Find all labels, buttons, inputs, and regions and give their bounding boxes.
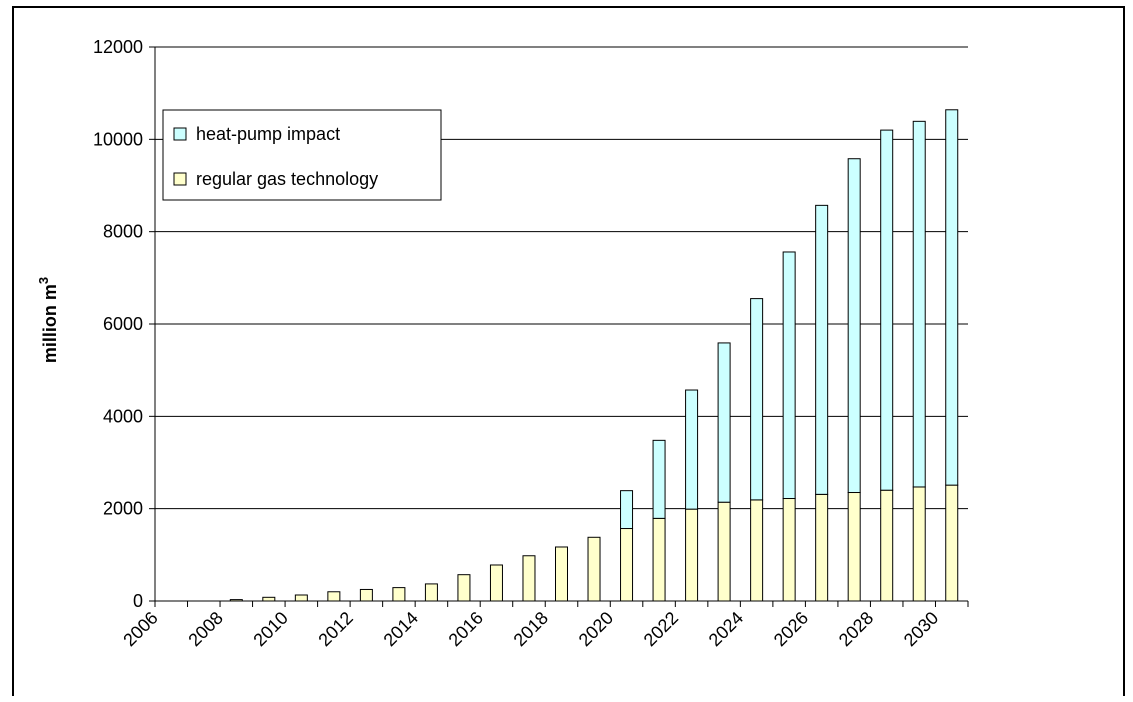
x-tick-label: 2026 [770, 608, 812, 650]
chart-frame [12, 6, 1125, 696]
bar-regular-gas-2013 [392, 587, 406, 602]
bar-heat-pump-2030 [945, 109, 959, 486]
bar-regular-gas-2015 [457, 574, 471, 602]
bar-regular-gas-2009 [262, 596, 276, 602]
x-tick-labels: 2006 2008 2010 2012 2014 2016 2018 2020 2022 2024… [119, 608, 942, 650]
bar-regular-gas-2024 [750, 499, 764, 602]
bar-regular-gas-2027 [847, 492, 861, 602]
bar-regular-gas-2017 [522, 555, 536, 602]
bar-regular-gas-2010 [294, 594, 308, 602]
x-tick-label: 2030 [900, 608, 942, 650]
bar-regular-gas-2011 [327, 591, 341, 602]
y-axis-label: million m3 [36, 277, 60, 363]
bar-heat-pump-2026 [815, 204, 829, 495]
x-tick-label: 2016 [445, 608, 487, 650]
legend-box [162, 109, 442, 201]
x-tick-label: 2014 [380, 608, 422, 650]
x-tick-label: 2012 [314, 608, 356, 650]
x-tick-label: 2024 [705, 608, 747, 650]
bar-heat-pump-2020 [620, 490, 634, 530]
bar-heat-pump-2028 [880, 129, 894, 491]
y-tick-label: 10000 [93, 129, 143, 149]
x-tick-label: 2022 [640, 608, 682, 650]
bar-heat-pump-2027 [847, 158, 861, 494]
y-tick-label: 6000 [103, 314, 143, 334]
x-tick-label: 2020 [575, 608, 617, 650]
y-tick-labels: 0 2000 4000 6000 8000 10000 12000 [93, 37, 143, 611]
bar-regular-gas-2019 [587, 536, 601, 602]
x-tick-label: 2008 [184, 608, 226, 650]
bar-heat-pump-2025 [782, 251, 796, 500]
bar-regular-gas-2021 [652, 517, 666, 602]
x-tick-label: 2010 [249, 608, 291, 650]
legend-swatch-heat-pump [173, 127, 187, 141]
bar-heat-pump-2021 [652, 439, 666, 519]
x-tick-label: 2018 [510, 608, 552, 650]
y-tick-label: 8000 [103, 222, 143, 242]
bar-heat-pump-2022 [685, 389, 699, 510]
bar-regular-gas-2025 [782, 498, 796, 602]
y-tick-label: 0 [133, 591, 143, 611]
bar-regular-gas-2026 [815, 493, 829, 602]
bars-group [229, 109, 959, 602]
legend: heat-pump impact regular gas technology [162, 109, 442, 201]
bar-regular-gas-2020 [620, 528, 634, 602]
legend-swatch-regular-gas [173, 172, 187, 186]
bar-regular-gas-2022 [685, 508, 699, 602]
bar-regular-gas-2016 [489, 564, 503, 602]
y-tick-label: 2000 [103, 499, 143, 519]
x-tick-label: 2028 [835, 608, 877, 650]
bar-regular-gas-2014 [424, 583, 438, 602]
bar-regular-gas-2023 [717, 501, 731, 602]
bar-heat-pump-2029 [912, 120, 926, 488]
bar-regular-gas-2012 [359, 588, 373, 602]
y-tick-label: 12000 [93, 37, 143, 57]
bar-regular-gas-2018 [555, 546, 568, 602]
bar-regular-gas-2029 [912, 486, 926, 602]
y-tick-label: 4000 [103, 406, 143, 426]
bar-regular-gas-2028 [880, 489, 894, 602]
legend-label-heat-pump: heat-pump impact [196, 124, 340, 144]
legend-label-regular-gas: regular gas technology [196, 169, 378, 189]
bar-heat-pump-2023 [717, 342, 731, 503]
bar-heat-pump-2024 [750, 298, 764, 501]
bar-regular-gas-2030 [945, 484, 959, 602]
axes [149, 46, 969, 607]
x-tick-label: 2006 [119, 608, 161, 650]
